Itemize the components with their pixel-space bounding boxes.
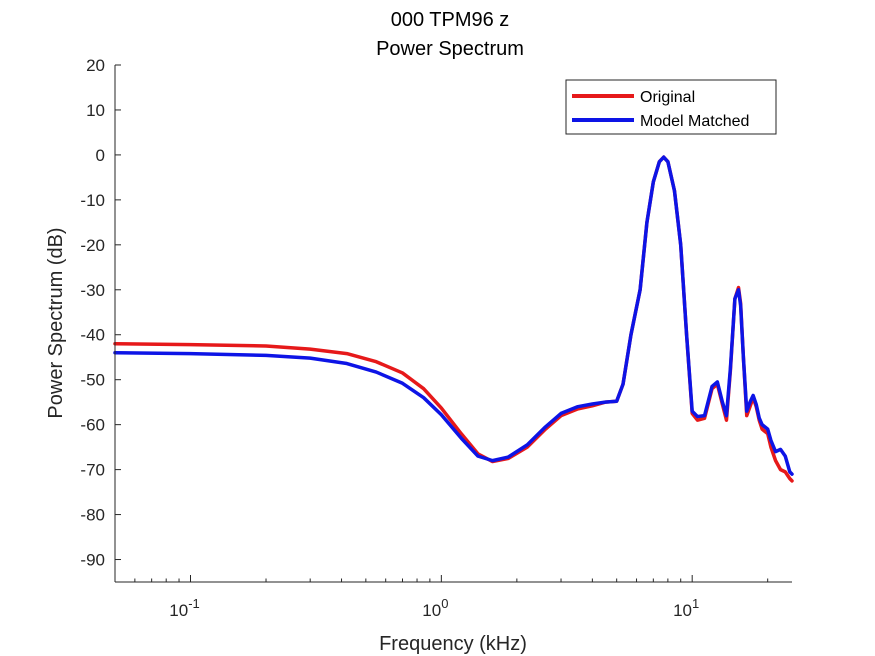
series-lines bbox=[113, 155, 794, 483]
x-tick-label: 100 bbox=[422, 596, 448, 620]
y-tick-label: -20 bbox=[80, 236, 105, 255]
y-axis-label: Power Spectrum (dB) bbox=[45, 227, 67, 418]
series-line-original bbox=[113, 155, 794, 483]
y-tick-label: 0 bbox=[96, 146, 105, 165]
y-tick-label: -70 bbox=[80, 461, 105, 480]
legend-label-original: Original bbox=[640, 89, 695, 106]
x-axis-label: Frequency (kHz) bbox=[379, 633, 527, 655]
y-tick-label: -10 bbox=[80, 191, 105, 210]
y-tick-label: -30 bbox=[80, 281, 105, 300]
y-tick-label: -50 bbox=[80, 371, 105, 390]
x-axis-ticks: 10-1 100 101 bbox=[114, 575, 769, 620]
y-tick-label: -80 bbox=[80, 506, 105, 525]
y-axis-ticks: 20 10 0 -10 -20 -30 -40 -50 -60 -70 -80 -90 bbox=[80, 56, 121, 570]
x-tick-label: 10-1 bbox=[169, 596, 199, 620]
chart-subtitle: Power Spectrum bbox=[376, 38, 524, 60]
x-tick-label: 101 bbox=[673, 596, 699, 620]
series-line-model-matched bbox=[113, 155, 794, 476]
y-tick-label: -90 bbox=[80, 551, 105, 570]
y-tick-label: 20 bbox=[86, 56, 105, 75]
y-tick-label: -40 bbox=[80, 326, 105, 345]
legend-box bbox=[565, 79, 777, 135]
chart-title: 000 TPM96 z bbox=[391, 9, 510, 31]
y-tick-label: 10 bbox=[86, 101, 105, 120]
y-tick-label: -60 bbox=[80, 416, 105, 435]
legend: Original Model Matched bbox=[565, 79, 777, 135]
legend-label-model-matched: Model Matched bbox=[640, 113, 749, 130]
